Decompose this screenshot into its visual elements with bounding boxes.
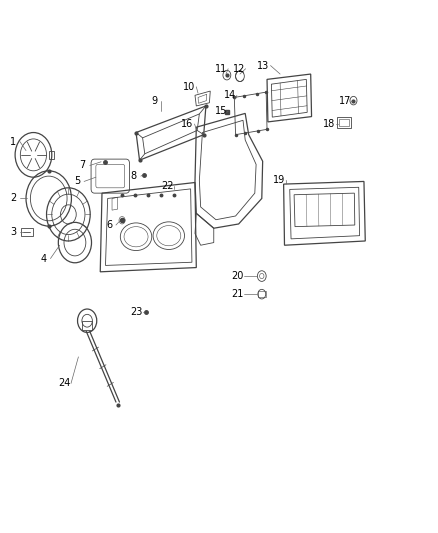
Text: 10: 10 [183, 82, 195, 92]
Text: 3: 3 [10, 227, 16, 237]
Bar [82, 321, 92, 330]
Text: 13: 13 [258, 61, 270, 70]
Bar [339, 119, 349, 126]
Text: 24: 24 [58, 378, 70, 389]
Text: 15: 15 [215, 106, 227, 116]
Text: 18: 18 [323, 119, 335, 129]
Text: 12: 12 [233, 64, 245, 74]
Text: 19: 19 [273, 175, 286, 185]
Text: 7: 7 [80, 160, 86, 171]
Text: 4: 4 [40, 254, 46, 263]
Text: 20: 20 [231, 271, 244, 281]
Text: 5: 5 [74, 176, 80, 187]
Text: 9: 9 [151, 95, 157, 106]
Text: 16: 16 [181, 119, 194, 129]
Text: 6: 6 [106, 220, 112, 230]
Text: 1: 1 [10, 136, 16, 147]
Text: 14: 14 [224, 90, 236, 100]
Bar [49, 151, 54, 159]
Text: 22: 22 [161, 181, 174, 191]
Bar [337, 117, 351, 128]
Text: 23: 23 [131, 306, 143, 317]
Text: 11: 11 [215, 64, 227, 74]
Text: 2: 2 [10, 193, 16, 204]
Text: 17: 17 [339, 95, 351, 106]
Bar [21, 228, 33, 236]
Bar [258, 291, 266, 297]
Text: 8: 8 [131, 171, 137, 181]
Text: 21: 21 [231, 289, 244, 299]
